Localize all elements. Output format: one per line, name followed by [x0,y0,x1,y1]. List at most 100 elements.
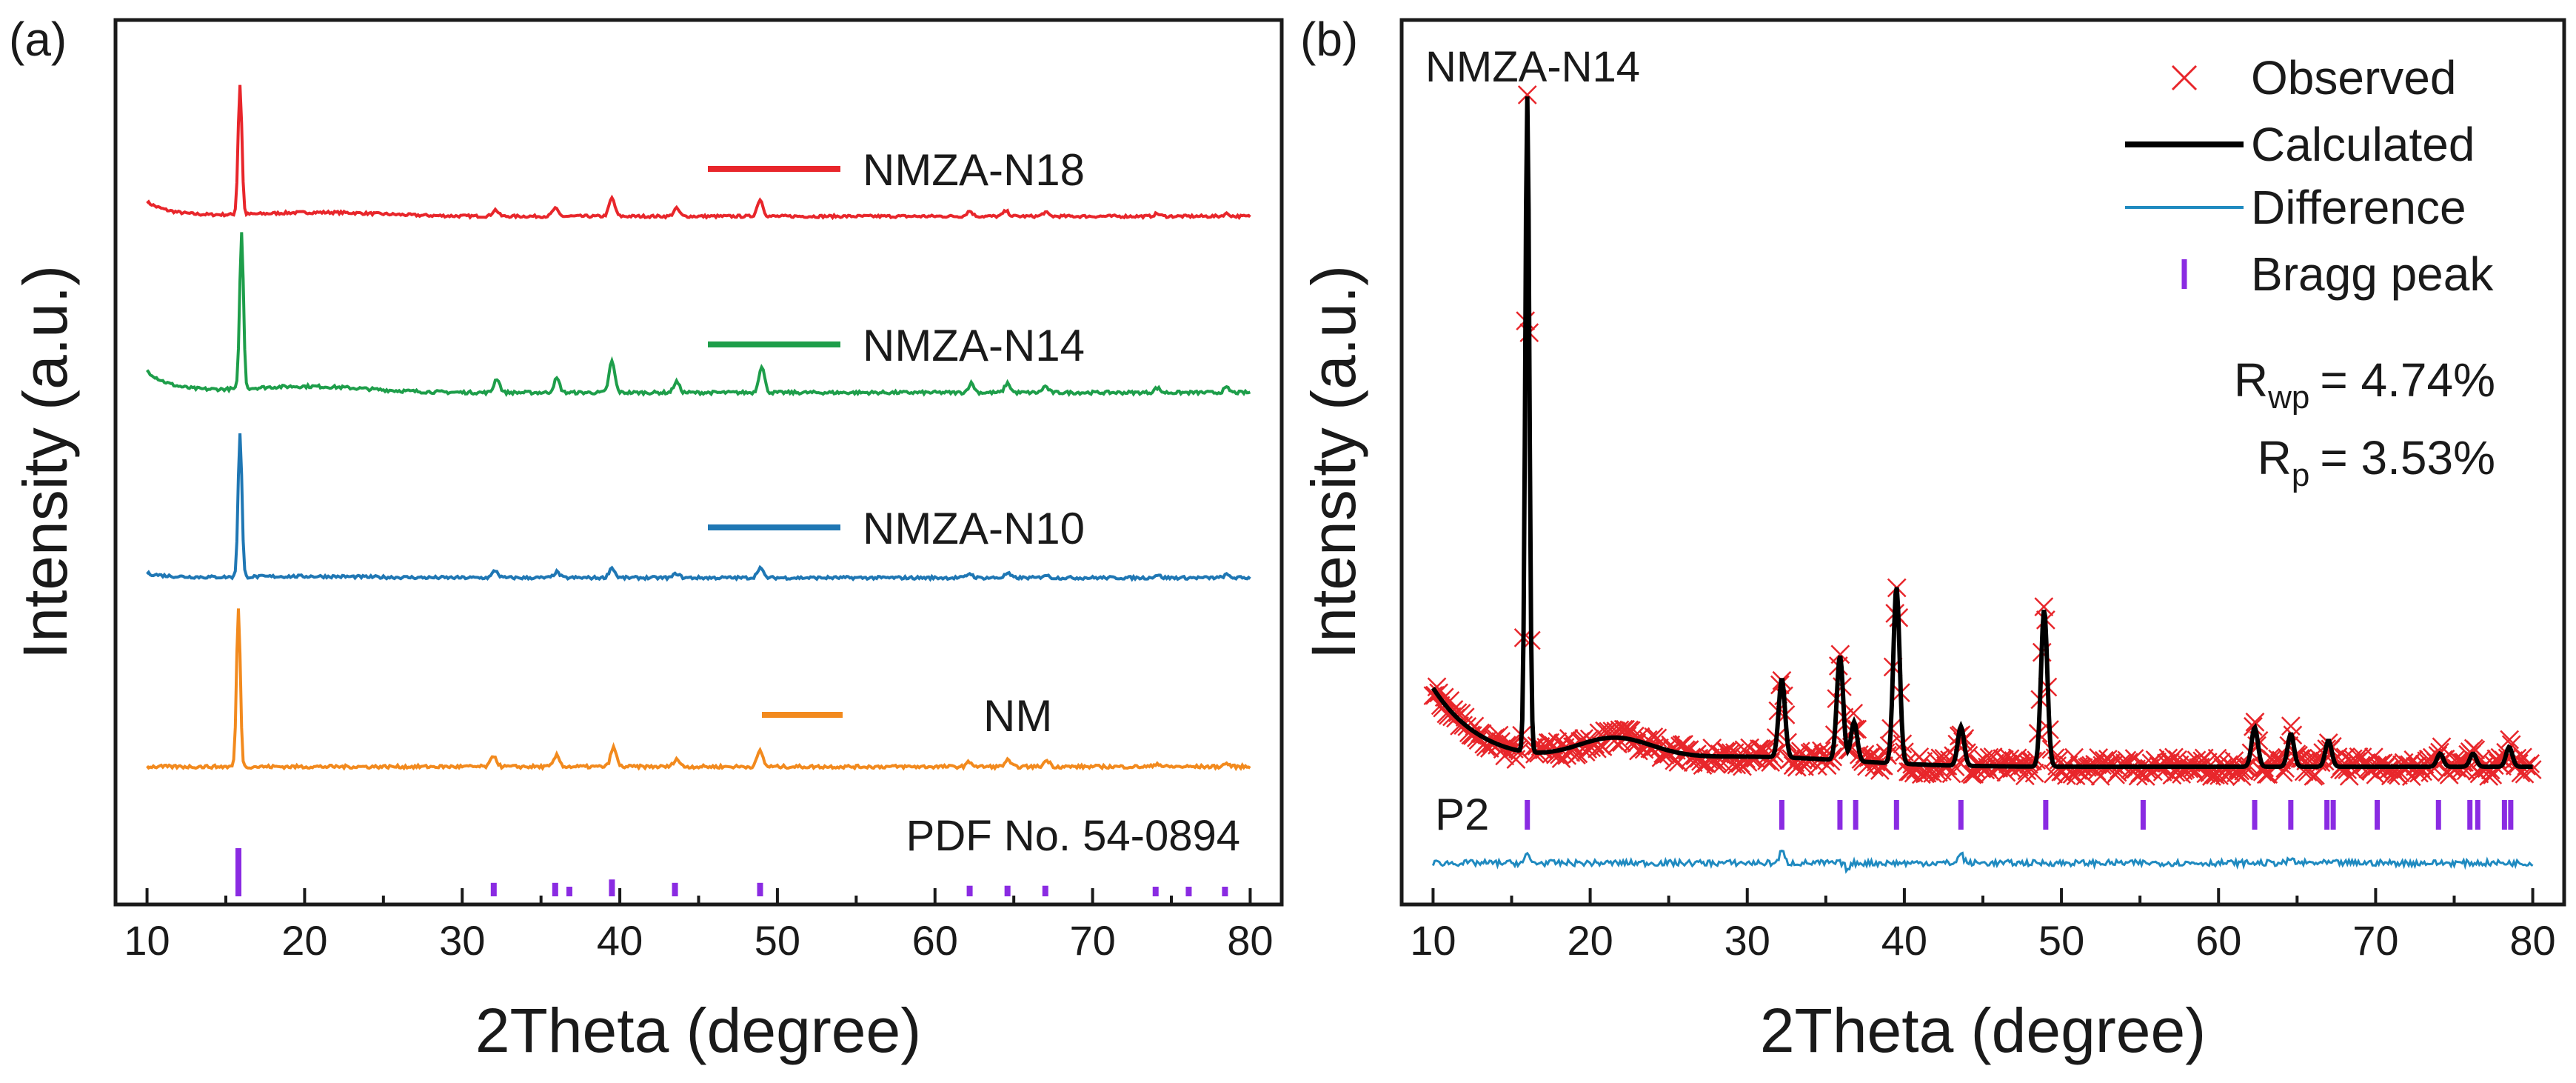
bragg-tick [2508,800,2514,830]
x-tick-label: 30 [439,917,485,964]
observed-marker [2520,754,2540,773]
x-tick-label: 30 [1724,917,1770,964]
observed-marker [1682,747,1702,767]
series-line-nmza-n10 [146,433,1251,582]
panel-b-difference-line [1431,849,2534,874]
panel-a-reference-label: PDF No. 54-0894 [906,812,1240,860]
observed-marker [2522,760,2542,779]
bragg-tick [2140,800,2146,830]
reference-peak [1185,887,1192,896]
observed-marker [1517,85,1537,104]
rwp-value: = 4.74% [2320,353,2495,407]
bragg-tick [2324,800,2330,830]
reference-peak [609,879,615,896]
observed-marker [1736,749,1756,769]
x-tick-label: 20 [281,917,327,964]
reference-peak [1042,885,1048,896]
rwp-sub: wp [2267,379,2309,416]
reference-peak [672,882,678,896]
observed-marker [1434,687,1454,707]
observed-marker [1844,703,1864,723]
observed-marker [1962,764,1982,784]
x-tick-label: 70 [2352,917,2398,964]
series-line-nmza-n18 [146,84,1251,221]
panel-b-calculated-line [1431,96,2533,769]
x-tick-label: 50 [2038,917,2084,964]
panel-a-reference-peaks [235,848,1228,896]
panel-b-x-axis: 10 20 30 40 50 60 70 80 [1410,888,2556,964]
bragg-tick [1525,800,1530,830]
bragg-tick [2252,800,2258,830]
x-tick-label: 60 [2195,917,2241,964]
rwp-symbol: R [2234,353,2268,407]
reference-peak [966,885,973,896]
bragg-tick [2467,800,2473,830]
x-tick-label: 50 [755,917,800,964]
panel-b-phase-label: P2 [1435,790,1489,839]
bragg-tick [1853,800,1859,830]
legend-label: Difference [2251,181,2466,234]
legend-tick-icon [2181,259,2187,289]
observed-marker [2479,767,2499,786]
panel-a-frame [113,18,1284,907]
reference-peak [757,882,763,896]
bragg-tick [1837,800,1843,830]
panel-b-label: (b) [1300,13,1358,66]
bragg-tick [2288,800,2294,830]
series-line-nm [146,608,1251,772]
observed-marker [1830,644,1850,664]
x-tick-label: 10 [1410,917,1456,964]
reference-peak [235,848,242,896]
bragg-tick [2375,800,2381,830]
x-tick-label: 70 [1069,917,1115,964]
bragg-tick [1779,800,1784,830]
reference-peak [1222,887,1228,896]
panel-a-label: (a) [9,13,67,66]
x-tick-label: 10 [124,917,170,964]
observed-marker [2500,730,2520,750]
x-tick-label: 80 [1227,917,1273,964]
legend-label: Observed [2251,51,2456,104]
bragg-tick [2330,800,2336,830]
reference-peak [1004,885,1011,896]
legend-observed-icon [2171,64,2198,91]
rwp-annotation: Rwp = 4.74% [2234,353,2495,416]
x-tick-label: 60 [912,917,958,964]
legend-label: NMZA-N10 [863,504,1085,553]
observed-marker [1616,719,1636,739]
panel-a-legend: NMZA-N18 NMZA-N14 NMZA-N10 NM [708,145,1085,741]
x-tick-label: 40 [597,917,643,964]
bragg-tick [1958,800,1964,830]
reference-peak [490,882,497,896]
rp-annotation: Rp = 3.53% [2258,431,2495,493]
panel-a-series-group [146,84,1251,772]
panel-b-ylabel: Intensity (a.u.) [1299,265,1368,659]
legend-label: NM [983,691,1052,741]
x-tick-label: 80 [2509,917,2555,964]
legend-label: Calculated [2251,118,2475,171]
series-line-nmza-n14 [146,232,1251,398]
observed-marker [1762,749,1782,769]
panel-a-x-axis: 10 20 30 40 50 60 70 80 [124,888,1274,964]
reference-peak [552,882,558,896]
observed-marker [2245,712,2265,732]
observed-marker [1821,751,1841,771]
x-tick-label: 20 [1567,917,1613,964]
x-tick-label: 40 [1881,917,1927,964]
rp-sub: p [2292,457,2309,493]
rp-symbol: R [2258,431,2292,484]
panel-b-legend: Observed Calculated Difference Bragg peak [2125,51,2494,301]
observed-marker [1945,757,1965,776]
panel-a-xlabel: 2Theta (degree) [475,996,921,1065]
reference-peak [566,887,572,896]
bragg-tick [2501,800,2507,830]
rp-value: = 3.53% [2320,431,2495,484]
panel-b-xlabel: 2Theta (degree) [1760,996,2206,1065]
bragg-tick [2435,800,2441,830]
reference-peak [1152,887,1159,896]
legend-label: NMZA-N18 [863,145,1085,195]
bragg-tick [2043,800,2049,830]
bragg-tick [1893,800,1899,830]
panel-b-sample-label: NMZA-N14 [1425,43,1640,91]
